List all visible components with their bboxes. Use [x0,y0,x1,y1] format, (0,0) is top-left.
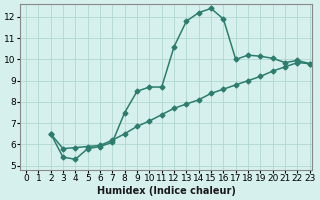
X-axis label: Humidex (Indice chaleur): Humidex (Indice chaleur) [97,186,236,196]
